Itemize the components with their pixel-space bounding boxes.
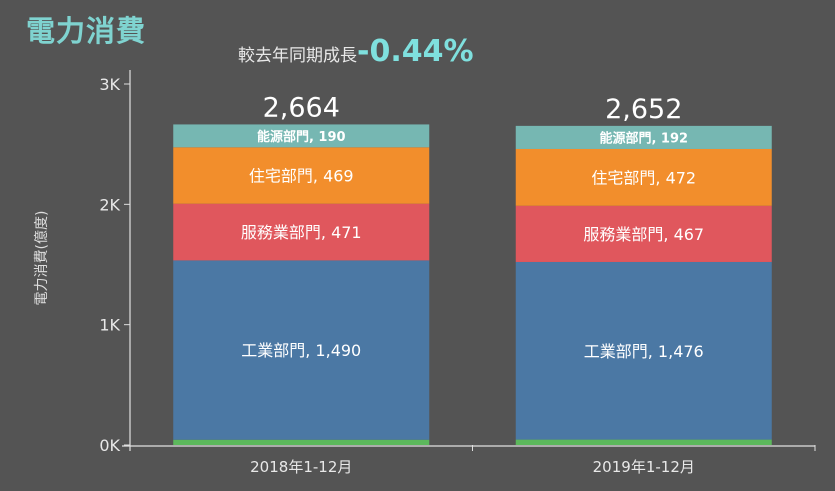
growth-indicator: 較去年同期成長-0.44% [238,34,474,69]
growth-value: -0.44% [357,34,474,69]
bar-segment-label: 服務業部門, 467 [583,225,704,244]
bar-segment [173,147,430,204]
bar-segment [173,439,430,445]
bar-segment-label: 能源部門, 190 [257,129,346,145]
bar-segment-label: 工業部門, 1,476 [584,342,704,361]
growth-label: 較去年同期成長 [238,46,357,66]
x-tick-label: 2018年1-12月 [250,458,352,476]
bar-segment [515,125,772,149]
bar-segment [173,124,430,148]
chart-title: 電力消費 [26,14,147,48]
bar-segment [173,260,430,440]
y-tick-label: 2K [99,195,120,214]
bar-segment-label: 能源部門, 192 [599,130,688,146]
x-tick-label: 2019年1-12月 [593,458,695,476]
bar-segment [515,439,772,445]
y-axis-label: 電力消費(億度) [34,211,50,306]
bar-segment [173,203,430,261]
y-tick-label: 3K [99,75,120,94]
bar-segment-label: 住宅部門, 472 [591,168,696,187]
y-tick-label: 1K [99,316,120,335]
bar-total-label: 2,664 [263,92,340,123]
bar-segment [515,205,772,262]
bar-total-label: 2,652 [605,94,682,125]
bar-segment-label: 工業部門, 1,490 [241,341,361,360]
bar-segment-label: 服務業部門, 471 [241,223,362,242]
bar-segment-label: 住宅部門, 469 [249,167,354,186]
bar-segment [515,261,772,440]
bar-segment [515,148,772,206]
y-tick-label: 0K [99,436,120,455]
